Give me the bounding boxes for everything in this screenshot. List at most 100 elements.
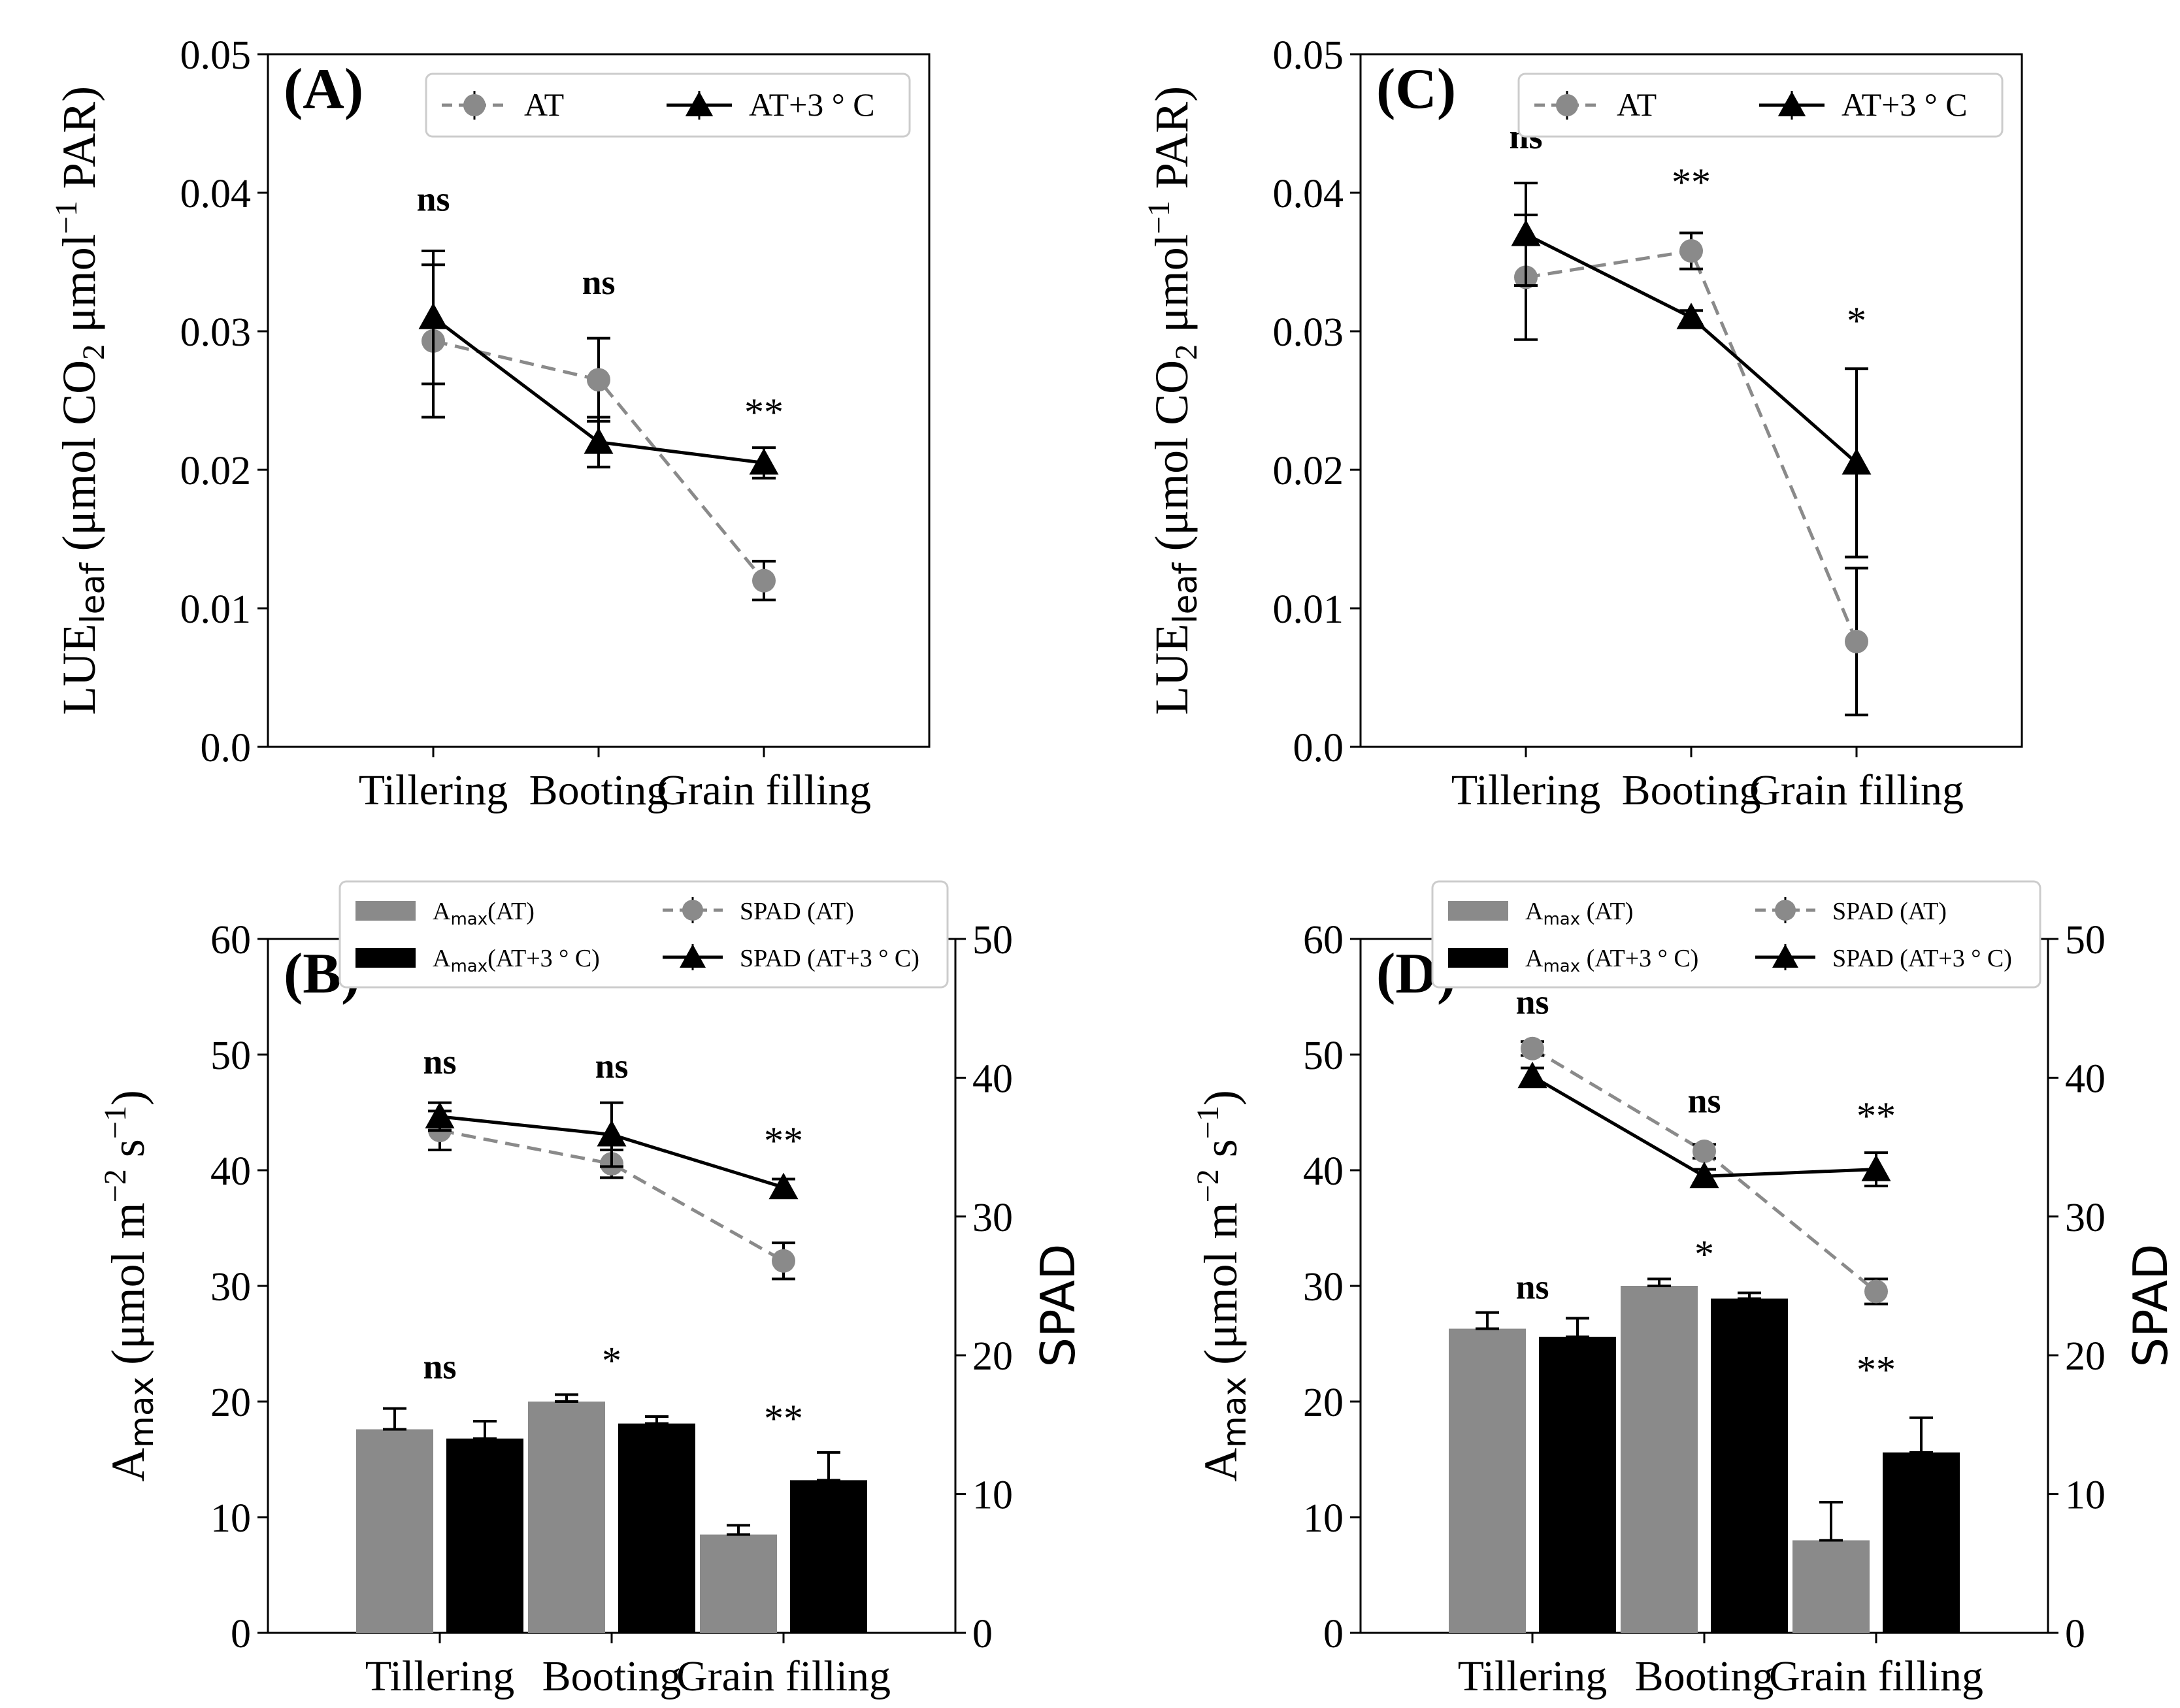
data-point [1676,303,1706,329]
y2-tick-label: 50 [972,918,1013,962]
legend: AT AT+3 ° C [425,73,911,138]
legend: Amax (AT) Amax (AT+3 ° C) SPAD (AT) SPAD (A… [1431,880,2041,989]
spad-point [768,1172,799,1200]
bar [1449,1328,1526,1633]
spad-point [597,1119,627,1147]
legend-label: SPAD (AT+3 ° C) [740,945,919,972]
y-tick-label: 0.04 [180,172,252,216]
y2-tick-label: 20 [972,1334,1013,1379]
panel-label: (C) [1376,57,1456,121]
y-tick-label: 60 [1303,918,1344,962]
legend-marker [463,94,486,116]
y2-tick-label: 30 [972,1196,1013,1240]
y-axis-label: Amax (μmol m−2 s−1) [1191,1090,1253,1482]
legend-swatch [355,948,416,968]
y-tick-label: 0.01 [180,587,252,632]
significance-label: ** [764,1397,803,1440]
legend-label: Amax(AT) [433,898,535,929]
legend-label: Amax (AT+3 ° C) [1525,945,1698,976]
spad-point [1521,1036,1544,1060]
y-tick-label: 0.05 [1273,33,1344,78]
x-tick-label: Tillering [1458,1652,1608,1700]
bar [700,1534,777,1633]
bar [1539,1336,1616,1633]
y-tick-label: 0.02 [180,449,252,493]
spad-point [425,1102,455,1128]
y2-axis-label: SPAD [1031,1243,1085,1367]
bar [618,1423,695,1633]
data-point [1511,220,1541,246]
y-tick-label: 0.03 [1273,310,1344,355]
x-tick-label: Grain filling [676,1652,891,1700]
y-tick-label: 40 [1303,1149,1344,1194]
legend-marker [1775,900,1796,921]
legend-marker [1772,944,1798,968]
spad-point [1864,1279,1888,1304]
legend-box [339,880,949,989]
y-axis-label: LUEleaf (μmol CO2 μmol−1 PAR) [49,86,112,715]
x-tick-label: Tillering [359,766,508,814]
legend-label: AT [1617,86,1657,123]
legend-label: AT+3 ° C [749,86,875,123]
y2-tick-label: 40 [2065,1057,2106,1101]
significance-label: ** [744,391,784,434]
spad-point [1689,1161,1719,1189]
x-tick-label: Grain filling [1749,766,1964,814]
legend-label: Amax (AT) [1525,898,1633,929]
x-tick-label: Booting [542,1652,682,1700]
spad-point [1861,1155,1891,1181]
legend-marker [680,944,706,968]
x-tick-label: Tillering [365,1652,515,1700]
bar [1621,1286,1698,1633]
bar [528,1402,605,1633]
data-point [1679,239,1703,263]
legend: Amax(AT) Amax(AT+3 ° C) SPAD (AT) SPAD (AT+… [339,880,949,989]
y-tick-label: 30 [1303,1265,1344,1309]
y-tick-label: 0 [1323,1612,1344,1656]
y-tick-label: 50 [210,1034,251,1078]
spad-point [1693,1139,1716,1163]
y-tick-label: 0.0 [201,726,252,770]
y-axis-label: Amax (μmol m−2 s−1) [98,1090,161,1482]
legend-box [1431,880,2041,989]
significance-label: ns [1515,1267,1549,1306]
y-tick-label: 10 [1303,1496,1344,1541]
y-tick-label: 0.03 [180,310,252,355]
y2-tick-label: 0 [972,1612,993,1656]
y-tick-label: 50 [1303,1034,1344,1078]
significance-label: ns [582,263,615,302]
y2-tick-label: 50 [2065,918,2106,962]
panel-a: 0.0 0.01 0.02 0.03 0.04 0.05 Tillering BootingG… [49,33,931,814]
significance-label: * [602,1339,621,1383]
data-point [1841,448,1872,475]
bar [790,1480,867,1633]
data-point [752,568,776,593]
y-tick-label: 0.04 [1273,172,1344,216]
significance-label: ns [416,180,450,219]
data-point [584,427,614,454]
y2-tick-label: 10 [972,1473,1013,1518]
legend: AT AT+3 ° C [1517,73,2004,138]
legend-marker [682,900,703,921]
y2-tick-label: 0 [2065,1612,2085,1656]
panel-label: (A) [284,57,363,121]
y-tick-label: 60 [210,918,251,962]
data-point [749,448,779,475]
legend-label: AT [524,86,564,123]
bar [446,1438,523,1633]
legend-marker [1777,91,1806,116]
spad-point [772,1249,795,1273]
y-tick-label: 20 [1303,1381,1344,1425]
significance-label: ** [764,1119,803,1162]
legend-label: Amax(AT+3 ° C) [433,945,600,976]
significance-label: * [1847,299,1866,342]
y-tick-label: 30 [210,1265,251,1309]
x-tick-label: Grain filling [657,766,871,814]
bar [1883,1452,1960,1633]
legend-swatch [1448,948,1508,968]
significance-label: * [1694,1233,1714,1276]
bar [1792,1540,1870,1633]
